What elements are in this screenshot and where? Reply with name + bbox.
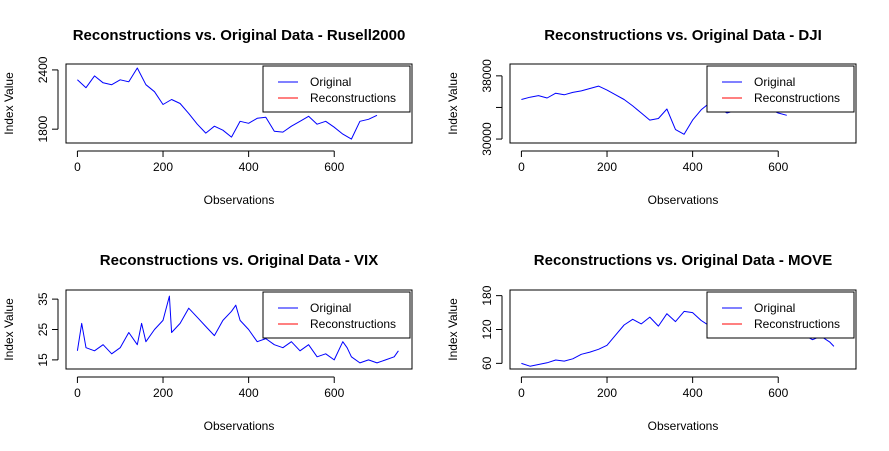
panel-1: Reconstructions vs. Original Data - Ruse… [2,27,413,207]
legend-label: Original [754,75,795,89]
x-axis-label: Observations [648,193,719,207]
series-line-original [76,295,399,364]
panel-4: Reconstructions vs. Original Data - MOVE… [446,252,857,433]
y-tick-label: 30000 [480,122,494,156]
panel-2: Reconstructions vs. Original Data - DJI O… [446,27,857,207]
legend-label: Reconstructions [310,91,396,105]
y-axis-label: Index Value [446,72,460,135]
x-tick-label: 400 [683,160,703,174]
y-tick-label: 120 [480,319,494,339]
panel-3: Reconstructions vs. Original Data - VIX O… [2,252,413,433]
legend-label: Reconstructions [754,91,840,105]
legend-box [706,291,855,339]
x-tick-label: 0 [518,386,525,400]
x-tick-label: 200 [597,160,617,174]
legend-label: Reconstructions [310,317,396,331]
legend-box [706,65,855,113]
chart-title: Reconstructions vs. Original Data - DJI [544,27,822,44]
x-tick-label: 600 [768,386,788,400]
x-tick-label: 200 [153,386,173,400]
series-line-original [77,67,378,140]
y-tick-label: 25 [36,323,50,337]
x-tick-label: 400 [239,160,259,174]
legend-label: Original [310,301,351,315]
y-tick-label: 180 [480,285,494,305]
legend-box [262,291,411,339]
y-tick-label: 15 [36,353,50,367]
legend-label: Original [754,301,795,315]
plot-frame [509,289,857,370]
y-tick-label: 35 [36,292,50,306]
chart-title: Reconstructions vs. Original Data - MOVE [534,252,832,269]
x-tick-label: 600 [768,160,788,174]
x-tick-label: 200 [153,160,173,174]
y-tick-label: 2400 [36,56,50,83]
x-tick-label: 400 [239,386,259,400]
x-tick-label: 0 [518,160,525,174]
x-tick-label: 600 [324,386,344,400]
plot-frame [509,63,857,144]
y-axis-label: Index Value [2,298,16,361]
x-tick-label: 400 [683,386,703,400]
y-axis-label: Index Value [2,72,16,135]
x-tick-label: 0 [74,160,81,174]
x-axis-label: Observations [204,419,275,433]
y-tick-label: 60 [480,356,494,370]
x-tick-label: 0 [74,386,81,400]
x-axis-label: Observations [648,419,719,433]
plot-frame [65,63,413,144]
plot-frame [65,289,413,370]
legend-label: Reconstructions [754,317,840,331]
x-tick-label: 200 [597,386,617,400]
chart-title: Reconstructions vs. Original Data - VIX [100,252,378,269]
chart-title: Reconstructions vs. Original Data - Ruse… [73,27,406,44]
legend-label: Original [310,75,351,89]
y-tick-label: 38000 [480,59,494,93]
y-tick-label: 1800 [36,116,50,143]
legend-box [262,65,411,113]
x-tick-label: 600 [324,160,344,174]
y-axis-label: Index Value [446,298,460,361]
x-axis-label: Observations [204,193,275,207]
